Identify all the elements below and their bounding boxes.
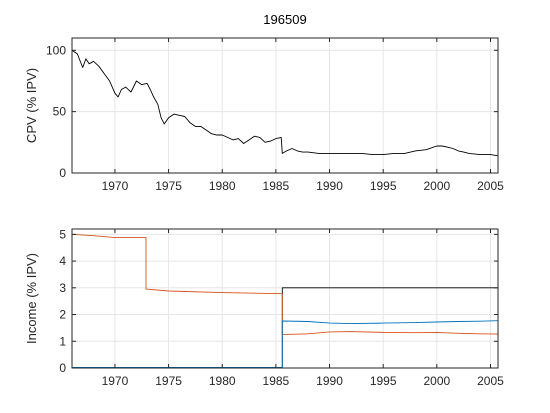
bottom-series-line-2 [72,320,499,368]
bottom-series-line-1 [71,233,499,336]
top-y-tick-label: 0 [59,166,66,180]
bottom-x-tick-label: 1985 [263,374,290,388]
bottom-x-tick-label: 1980 [209,374,236,388]
top-x-tick-label: 1985 [263,179,290,193]
bottom-y-tick-label: 0 [59,361,66,375]
bottom-y-tick-label: 3 [59,281,66,295]
top-ticks: 1970 1975 1980 1985 1990 1995 2000 2005 0 50 100 [46,38,504,193]
top-y-tick-label: 50 [53,105,67,119]
bottom-axes-box [71,228,499,369]
top-x-tick-label: 1990 [316,179,343,193]
bottom-x-tick-label: 2000 [423,374,450,388]
top-x-tick-label: 2005 [477,179,504,193]
top-axes-box [71,37,499,174]
bottom-x-tick-label: 1995 [370,374,397,388]
bottom-y-axis-label: Income (% IPV) [24,253,39,344]
top-series [71,49,499,157]
bottom-y-tick-label: 1 [59,334,66,348]
bottom-y-tick-label: 4 [59,254,66,268]
bottom-x-tick-label: 1970 [102,374,129,388]
top-x-tick-label: 1975 [155,179,182,193]
top-x-tick-label: 1970 [102,179,129,193]
top-x-tick-label: 2000 [423,179,450,193]
bottom-x-tick-label: 2005 [477,374,504,388]
bottom-y-tick-label: 2 [59,308,66,322]
top-y-axis-label: CPV (% IPV) [24,68,39,143]
bottom-axes: 1970 1975 1980 1985 1990 1995 2000 2005 0 1 2 3 4 5 I… [24,227,504,388]
figure-title: 196509 [263,12,306,27]
top-x-tick-label: 1980 [209,179,236,193]
bottom-x-tick-label: 1990 [316,374,343,388]
top-axes: 1970 1975 1980 1985 1990 1995 2000 2005 0 50 100 C… [24,37,504,193]
top-x-tick-label: 1995 [370,179,397,193]
top-series-line-0 [71,49,499,157]
bottom-ticks: 1970 1975 1980 1985 1990 1995 2000 2005 0 1 2 3 4 5 [59,227,504,388]
bottom-x-tick-label: 1975 [155,374,182,388]
bottom-y-tick-label: 5 [59,227,66,241]
top-y-tick-label: 100 [46,43,66,57]
